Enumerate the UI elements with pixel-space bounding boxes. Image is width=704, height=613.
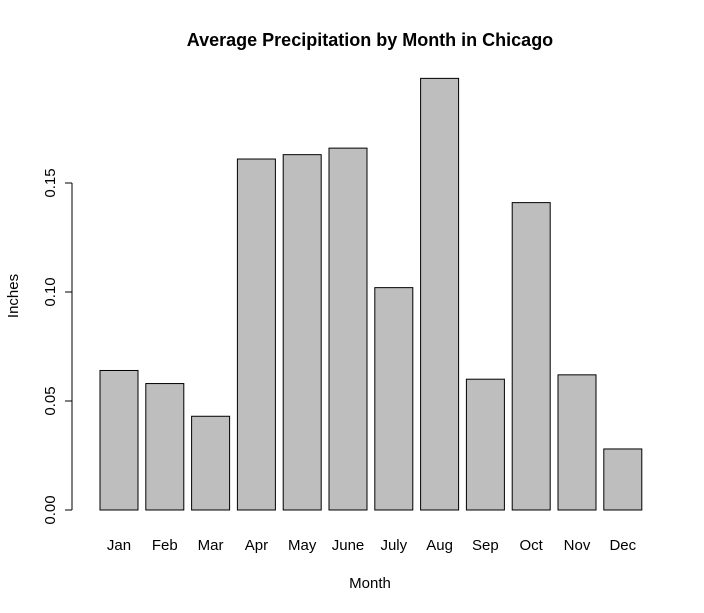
bar-jan (99, 369, 139, 511)
bar-aug (420, 77, 460, 511)
y-tick-label: 0.00 (42, 495, 59, 524)
bar-mar (191, 415, 231, 511)
y-tick-label: 0.05 (42, 386, 59, 415)
x-tick-label: Aug (426, 537, 453, 554)
bar-june (328, 147, 368, 511)
bar-july (374, 287, 414, 511)
bar-may (282, 154, 322, 511)
x-tick-label: Feb (152, 537, 178, 554)
chart-title: Average Precipitation by Month in Chicag… (187, 30, 553, 50)
x-tick-label: June (332, 537, 365, 554)
bar-dec (603, 448, 643, 511)
x-tick-label: May (288, 537, 317, 554)
x-axis-label: Month (349, 575, 391, 592)
y-tick-label: 0.15 (42, 168, 59, 197)
x-tick-label: Oct (520, 537, 544, 554)
y-axis: 0.00 0.05 0.10 0.15 (42, 168, 73, 525)
y-tick-label: 0.10 (42, 277, 59, 306)
x-tick-label: Dec (609, 537, 636, 554)
x-tick-label: Sep (472, 537, 499, 554)
x-tick-label: Mar (198, 537, 224, 554)
x-tick-label: Apr (245, 537, 268, 554)
bar-sep (465, 378, 505, 511)
bar-oct (511, 202, 551, 511)
x-tick-label: Jan (107, 537, 131, 554)
x-tick-label: Nov (564, 537, 591, 554)
bar-nov (557, 374, 597, 511)
bar-feb (145, 383, 185, 511)
x-tick-labels: Jan Feb Mar Apr May June July Aug Sep Oct Nov Dec (107, 537, 637, 554)
bars (99, 77, 643, 511)
bar-apr (236, 158, 276, 511)
x-tick-label: July (380, 537, 407, 554)
y-axis-label: Inches (5, 274, 22, 318)
